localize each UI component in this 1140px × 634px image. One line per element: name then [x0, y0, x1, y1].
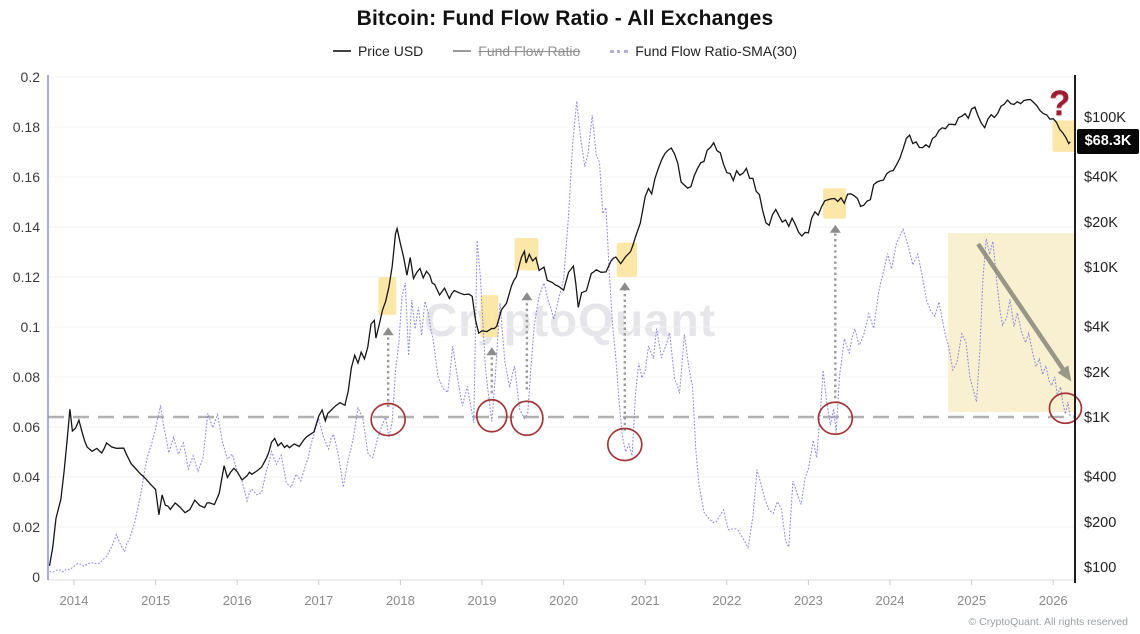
left-axis-label: 0.02 — [13, 519, 40, 535]
up-arrow-head-icon — [382, 327, 394, 336]
chart-legend: Price USD Fund Flow Ratio Fund Flow Rati… — [0, 43, 1130, 59]
red-circle-annotation — [817, 401, 854, 436]
copyright-text: © CryptoQuant. All rights reserved — [968, 616, 1128, 628]
highlight-box — [514, 238, 539, 271]
highlight-box — [823, 188, 846, 219]
x-axis-label: 2017 — [304, 593, 333, 608]
question-mark-annotation: ? — [1049, 84, 1071, 123]
sma-line — [49, 101, 1071, 573]
x-axis-label: 2025 — [957, 593, 986, 608]
x-axis-label: 2026 — [1039, 593, 1068, 608]
last-price-badge: $68.3K — [1077, 129, 1139, 154]
price-line-swatch-icon — [332, 50, 351, 52]
x-axis-label: 2021 — [631, 593, 660, 608]
right-axis-label: $200 — [1084, 515, 1116, 531]
highlight-box — [480, 295, 499, 338]
fund-flow-ratio-swatch-icon — [453, 50, 472, 52]
red-circle-annotation — [606, 427, 643, 462]
left-axis-label: 0 — [32, 569, 40, 585]
right-axis-label: $400 — [1084, 470, 1116, 486]
x-axis-label: 2018 — [386, 593, 415, 608]
left-axis-label: 0.12 — [13, 269, 40, 285]
left-axis-label: 0.18 — [13, 119, 40, 135]
red-circle-annotation — [475, 398, 508, 433]
red-circle-annotation — [510, 400, 544, 437]
right-axis-label: $40K — [1084, 170, 1118, 186]
red-circle-annotation — [1048, 392, 1083, 425]
highlight-region — [947, 233, 1075, 412]
x-axis-label: 2015 — [141, 593, 170, 608]
price-line — [48, 98, 1071, 567]
up-arrow-head-icon — [486, 347, 498, 356]
x-axis-label: 2019 — [468, 593, 497, 608]
legend-label: Price USD — [357, 43, 424, 59]
legend-label: Fund Flow Ratio-SMA(30) — [635, 43, 798, 59]
downtrend-arrow-shaft — [976, 242, 1065, 371]
right-axis-label: $20K — [1084, 215, 1118, 231]
up-arrow-head-icon — [619, 282, 631, 291]
highlight-box — [1052, 120, 1076, 152]
sma-line-swatch-icon — [610, 49, 629, 53]
up-arrow-head-icon — [521, 292, 533, 301]
left-axis-label: 0.08 — [13, 369, 40, 385]
x-axis-label: 2023 — [794, 593, 823, 608]
highlight-box — [616, 242, 638, 277]
left-axis-label: 0.16 — [13, 169, 40, 185]
x-axis-label: 2022 — [712, 593, 741, 608]
left-axis-label: 0.14 — [13, 219, 40, 235]
left-axis-label: 0.1 — [21, 319, 41, 335]
x-axis-label: 2024 — [876, 593, 905, 608]
left-axis-label: 0.06 — [13, 419, 40, 435]
legend-item-fund-flow-ratio-sma[interactable]: Fund Flow Ratio-SMA(30) — [610, 43, 797, 59]
right-axis-label: $10K — [1084, 260, 1118, 276]
legend-item-price-usd[interactable]: Price USD — [332, 43, 424, 59]
legend-label: Fund Flow Ratio — [478, 43, 581, 59]
x-axis-label: 2016 — [223, 593, 252, 608]
red-circle-annotation — [370, 402, 407, 437]
left-axis-label: 0.04 — [13, 469, 40, 485]
right-axis-label: $2K — [1084, 365, 1110, 381]
left-axis-label: 0.2 — [21, 69, 41, 85]
x-axis-label: 2014 — [60, 593, 89, 608]
right-axis-label: $4K — [1084, 320, 1110, 336]
page-title: Bitcoin: Fund Flow Ratio - All Exchanges — [356, 7, 774, 30]
right-axis-label: $100 — [1084, 560, 1116, 576]
legend-item-fund-flow-ratio[interactable]: Fund Flow Ratio — [453, 43, 580, 59]
right-axis-label: $100K — [1084, 110, 1126, 126]
downtrend-arrow-head-icon — [1057, 365, 1072, 382]
up-arrow-head-icon — [829, 224, 841, 233]
x-axis-label: 2020 — [549, 593, 578, 608]
right-axis-label: $1K — [1084, 410, 1110, 426]
